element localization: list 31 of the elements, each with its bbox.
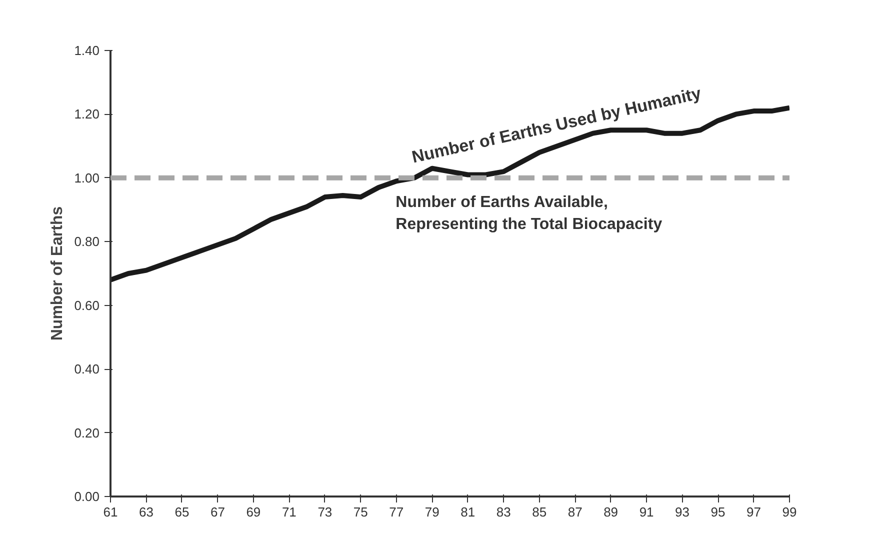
y-axis-title: Number of Earths: [49, 206, 66, 341]
x-tick-label: 73: [318, 504, 332, 520]
x-tick-label: 65: [174, 504, 190, 520]
text: Number of Earths Used by Humanity: [410, 84, 704, 167]
x-tick-label: 83: [496, 504, 511, 520]
y-tick-label: 1.40: [74, 43, 100, 58]
x-tick-label: 79: [424, 504, 440, 520]
y-tick-label: 1.00: [74, 170, 100, 186]
x-tick-label: 95: [710, 504, 726, 520]
x-tick-label: 99: [782, 504, 797, 520]
x-tick-label: 93: [675, 504, 690, 520]
x-tick-label: 61: [103, 504, 118, 520]
x-tick-label: 67: [210, 504, 225, 520]
y-tick-label: 0.80: [74, 234, 100, 250]
x-tick-label: 89: [604, 504, 618, 520]
x-tick-label: 71: [282, 504, 296, 520]
x-tick-label: 63: [139, 504, 154, 520]
x-tick-label: 77: [389, 504, 404, 520]
x-tick-label: 85: [532, 504, 547, 520]
y-tick-label: 0.00: [74, 489, 100, 504]
y-tick-label: 0.60: [74, 298, 100, 313]
ref-line-label: Number of Earths Available, Representing the Total Biocapacity: [396, 194, 662, 233]
x-tick-label: 91: [639, 504, 654, 520]
y-tick-label: 0.20: [74, 425, 100, 440]
x-tick-label: 97: [746, 504, 761, 520]
x-tick-label: 69: [246, 504, 261, 520]
y-tick-label: 1.20: [74, 106, 100, 122]
y-tick-label: 0.40: [74, 362, 100, 377]
x-tick-label: 81: [460, 504, 476, 520]
x-tick-label: 87: [568, 504, 582, 520]
x-tick-label: 75: [353, 504, 368, 520]
